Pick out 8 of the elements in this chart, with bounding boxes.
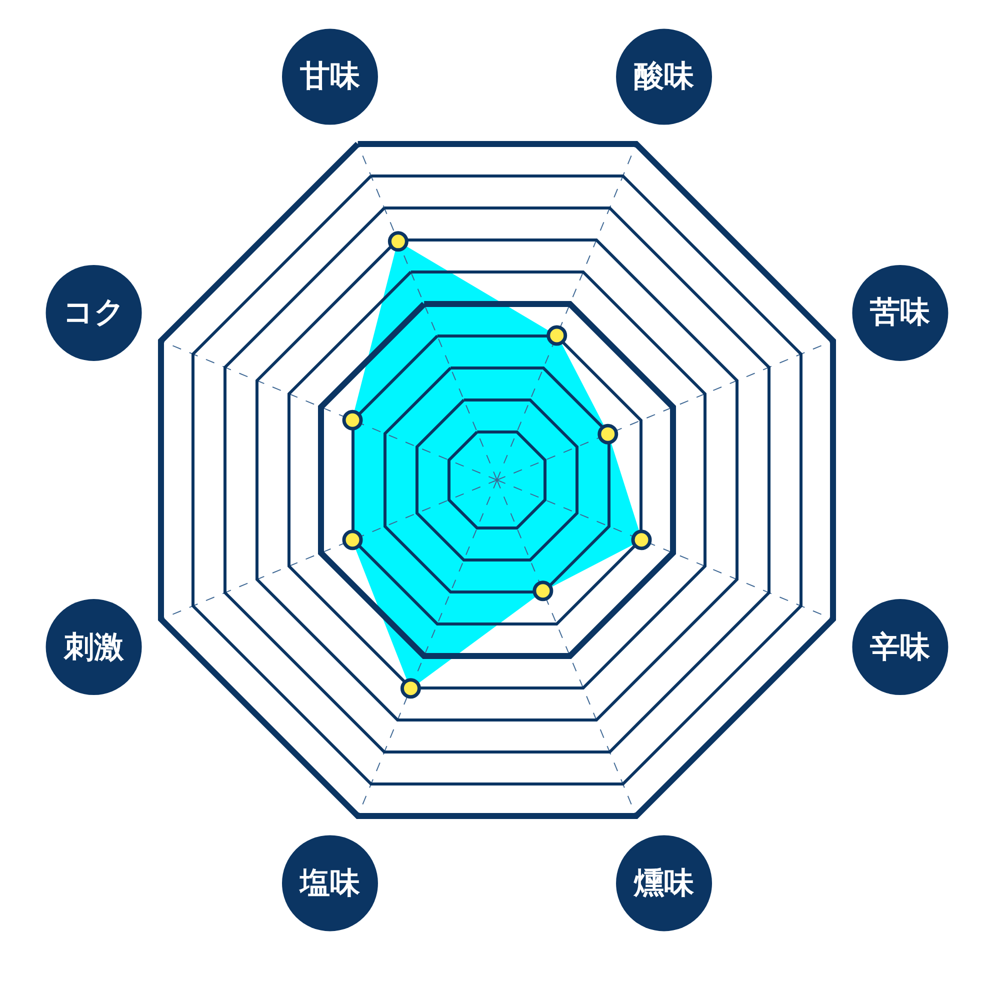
spoke-label: 甘味	[299, 59, 361, 94]
spoke-label: 辛味	[869, 630, 931, 665]
spoke-label: 苦味	[869, 295, 931, 330]
spoke-label: 塩味	[299, 866, 361, 901]
spoke-label: コク	[63, 295, 125, 330]
spoke-label: 刺激	[63, 630, 125, 665]
spoke-label: 酸味	[634, 59, 695, 94]
spoke-label: 燻味	[633, 866, 695, 901]
